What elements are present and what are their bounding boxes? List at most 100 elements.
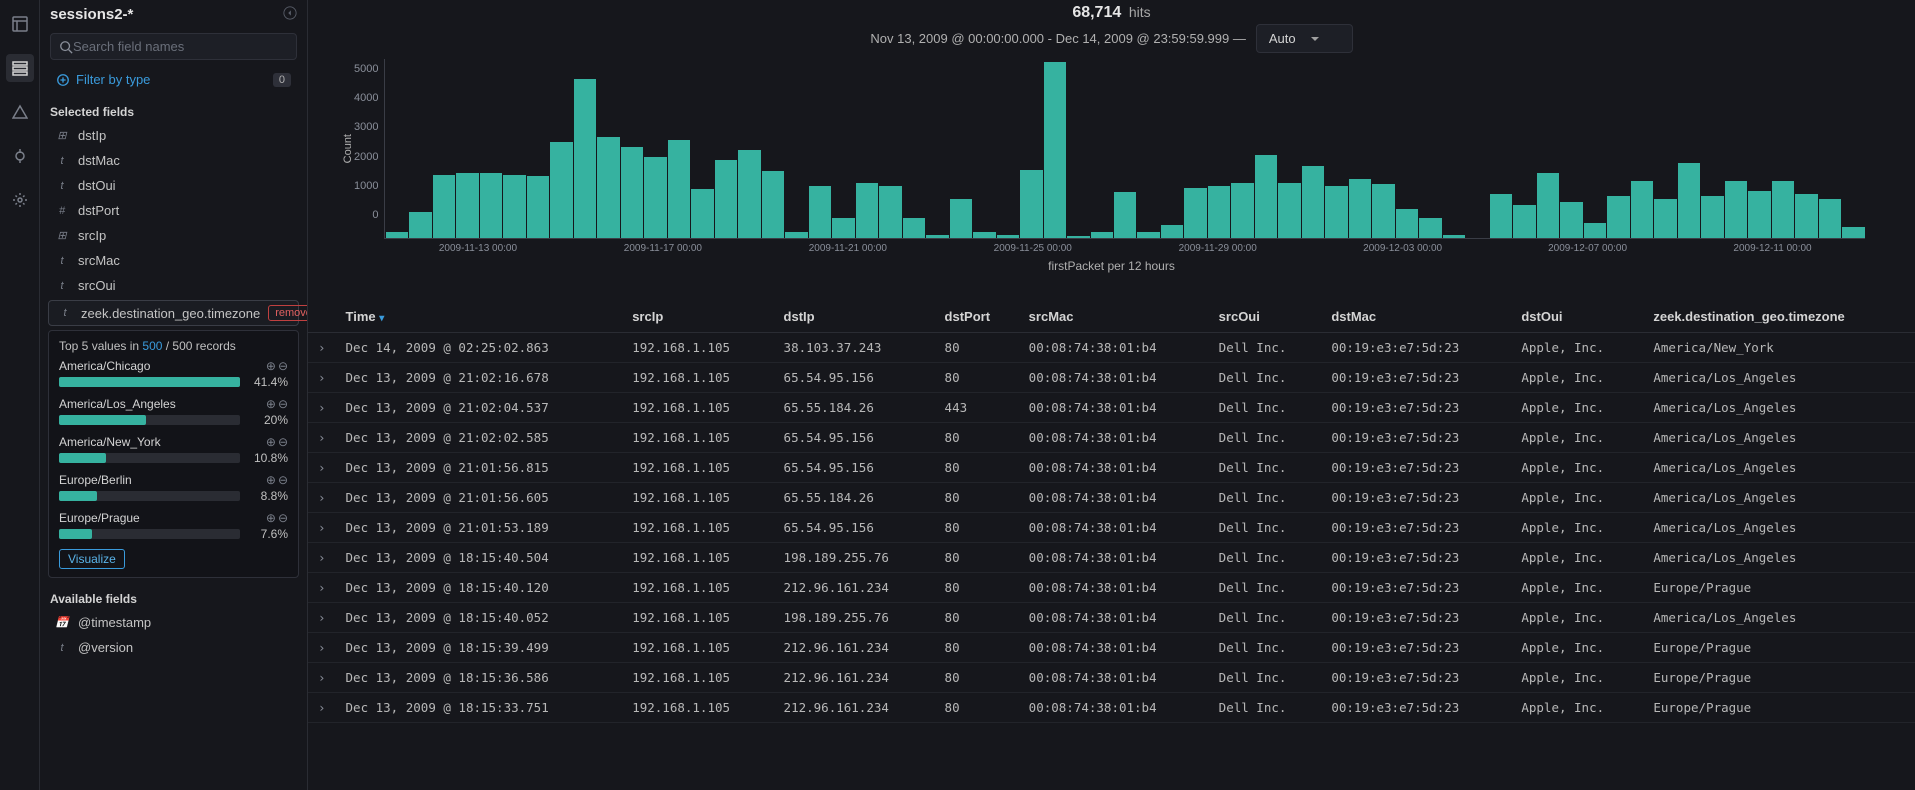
expand-row-icon[interactable]: › [308,363,336,393]
zoom-in-icon[interactable]: ⊕ [266,359,276,373]
field-item-srcOui[interactable]: tsrcOui [40,273,307,298]
histogram-bar[interactable] [1842,227,1864,238]
histogram-bar[interactable] [668,140,690,238]
histogram-bar[interactable] [1349,179,1371,238]
histogram-bar[interactable] [433,175,455,238]
histogram-bar[interactable] [1161,225,1183,238]
nav-icon-dashboard[interactable] [6,10,34,38]
expand-row-icon[interactable]: › [308,633,336,663]
histogram-bar[interactable] [550,142,572,238]
histogram-bar[interactable] [997,235,1019,238]
field-search-box[interactable] [50,33,297,60]
column-header-dstOui[interactable]: dstOui [1511,301,1643,333]
index-pattern-title[interactable]: sessions2-* [50,6,133,23]
histogram-bar[interactable] [503,175,525,238]
expand-row-icon[interactable]: › [308,333,336,363]
field-item-dstPort[interactable]: #dstPort [40,198,307,223]
nav-icon-dev[interactable] [6,142,34,170]
histogram-bar[interactable] [785,232,807,239]
field-item-dstOui[interactable]: tdstOui [40,173,307,198]
histogram-bar[interactable] [386,232,408,239]
histogram-bar[interactable] [973,232,995,239]
histogram-bar[interactable] [1091,232,1113,239]
histogram-bar[interactable] [1372,184,1394,238]
histogram-bar[interactable] [1184,188,1206,238]
histogram-bar[interactable] [1537,173,1559,238]
column-header-zeek.destination_geo.timezone[interactable]: zeek.destination_geo.timezone [1643,301,1915,333]
field-item-@timestamp[interactable]: 📅@timestamp [40,610,307,635]
histogram-bar[interactable] [1819,199,1841,238]
zoom-in-icon[interactable]: ⊕ [266,397,276,411]
column-header-dstPort[interactable]: dstPort [935,301,1019,333]
histogram-bar[interactable] [1278,183,1300,238]
zoom-in-icon[interactable]: ⊕ [266,435,276,449]
histogram-bar[interactable] [856,183,878,238]
column-header-srcIp[interactable]: srcIp [622,301,773,333]
histogram-bar[interactable] [738,150,760,238]
histogram-bar[interactable] [809,186,831,238]
expand-row-icon[interactable]: › [308,483,336,513]
expand-row-icon[interactable]: › [308,543,336,573]
column-header-srcMac[interactable]: srcMac [1019,301,1209,333]
histogram-bar[interactable] [1748,191,1770,238]
field-item-dstIp[interactable]: ⊞dstIp [40,123,307,148]
histogram-bar[interactable] [1020,170,1042,238]
histogram-bar[interactable] [1137,232,1159,239]
field-item-srcIp[interactable]: ⊞srcIp [40,223,307,248]
expand-row-icon[interactable]: › [308,573,336,603]
histogram-chart[interactable]: Count 500040003000200010000 2009-11-13 0… [338,59,1865,239]
histogram-bar[interactable] [1419,218,1441,238]
histogram-bar[interactable] [1631,181,1653,238]
zoom-in-icon[interactable]: ⊕ [266,511,276,525]
zoom-out-icon[interactable]: ⊖ [278,359,288,373]
histogram-bar[interactable] [691,189,713,238]
expand-row-icon[interactable]: › [308,603,336,633]
zoom-in-icon[interactable]: ⊕ [266,473,276,487]
histogram-bar[interactable] [527,176,549,238]
histogram-bar[interactable] [1678,163,1700,238]
column-header-dstIp[interactable]: dstIp [774,301,935,333]
histogram-bar[interactable] [1560,202,1582,238]
histogram-bar[interactable] [1654,199,1676,238]
collapse-sidebar-icon[interactable] [283,6,297,23]
histogram-bar[interactable] [950,199,972,238]
zoom-out-icon[interactable]: ⊖ [278,435,288,449]
histogram-bar[interactable] [1701,196,1723,238]
remove-field-button[interactable]: remove [268,305,308,321]
visualize-button[interactable]: Visualize [59,549,125,569]
histogram-bar[interactable] [926,235,948,238]
histogram-bar[interactable] [1231,183,1253,238]
zoom-out-icon[interactable]: ⊖ [278,511,288,525]
histogram-bar[interactable] [1325,186,1347,238]
histogram-bar[interactable] [1067,236,1089,238]
field-item-dstMac[interactable]: tdstMac [40,148,307,173]
zoom-out-icon[interactable]: ⊖ [278,397,288,411]
histogram-bar[interactable] [621,147,643,238]
field-active-timezone[interactable]: t zeek.destination_geo.timezone remove [48,300,299,326]
histogram-bar[interactable] [762,171,784,238]
histogram-bar[interactable] [1795,194,1817,238]
histogram-bar[interactable] [597,137,619,238]
field-item-srcMac[interactable]: tsrcMac [40,248,307,273]
nav-icon-discover[interactable] [6,54,34,82]
histogram-bar[interactable] [1044,62,1066,238]
field-item-@version[interactable]: t@version [40,635,307,660]
histogram-bar[interactable] [1255,155,1277,238]
histogram-bar[interactable] [1772,181,1794,238]
histogram-bar[interactable] [574,79,596,238]
zoom-out-icon[interactable]: ⊖ [278,473,288,487]
histogram-bar[interactable] [1725,181,1747,238]
histogram-bar[interactable] [1396,209,1418,238]
histogram-bar[interactable] [879,186,901,238]
histogram-bar[interactable] [1114,192,1136,238]
histogram-bar[interactable] [1208,186,1230,238]
expand-row-icon[interactable]: › [308,423,336,453]
column-header-dstMac[interactable]: dstMac [1321,301,1511,333]
expand-row-icon[interactable]: › [308,453,336,483]
expand-row-icon[interactable]: › [308,393,336,423]
column-header-Time[interactable]: Time ▾ [336,301,623,333]
histogram-bar[interactable] [715,160,737,238]
histogram-bar[interactable] [480,173,502,238]
histogram-bar[interactable] [1490,194,1512,238]
histogram-bar[interactable] [1584,223,1606,238]
